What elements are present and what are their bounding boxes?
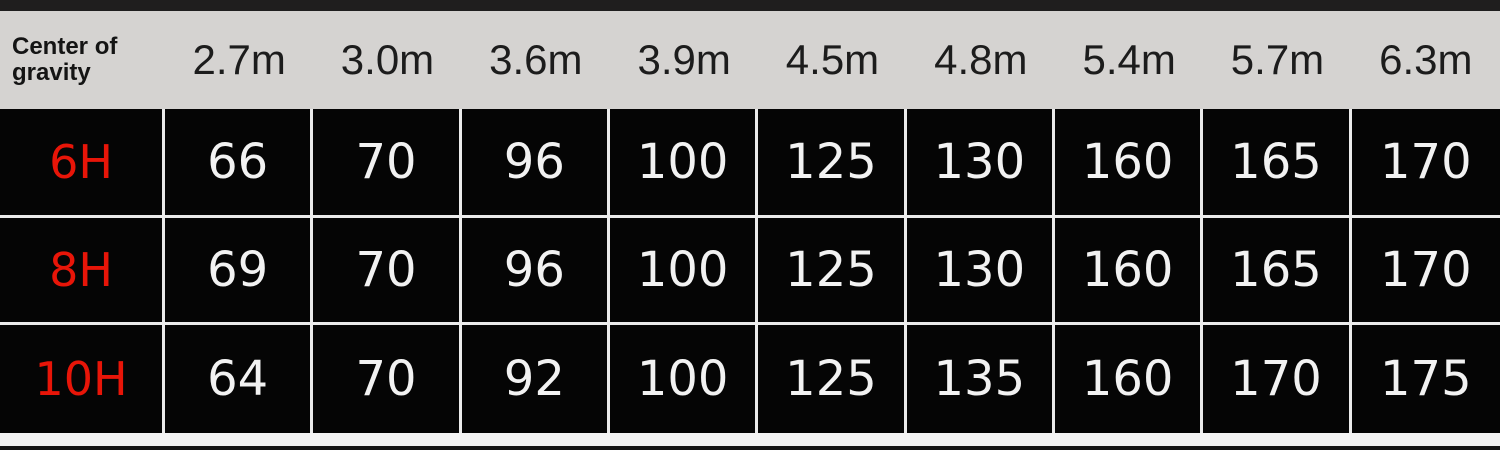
column-header: 3.9m (637, 36, 731, 83)
table-cell: 100 (610, 109, 759, 215)
row-label: 8H (0, 218, 165, 322)
table-cell: 130 (907, 109, 1055, 215)
table-row: 6H 66 70 96 100 125 130 160 165 170 (0, 109, 1500, 215)
table-cell: 66 (165, 109, 314, 215)
corner-label-line2: gravity (12, 59, 91, 86)
bottom-border-strip (0, 446, 1500, 450)
table-cell: 96 (462, 218, 610, 322)
table-cell: 125 (758, 218, 907, 322)
corner-label: Center of gravity (0, 32, 165, 87)
table-cell: 160 (1055, 109, 1204, 215)
table-cell: 170 (1380, 134, 1472, 190)
table-cell: 96 (462, 109, 610, 215)
table-cell: 125 (758, 325, 907, 433)
top-border-strip (0, 0, 1500, 11)
column-header: 5.4m (1082, 36, 1176, 83)
corner-label-line1: Center of (12, 32, 118, 60)
table-cell: 92 (462, 325, 610, 433)
column-header: 4.8m (934, 36, 1028, 83)
table-cell: 135 (907, 325, 1055, 433)
table-cell: 160 (1055, 218, 1204, 322)
table-cell: 70 (313, 109, 462, 215)
table-header-row: Center of gravity 2.7m 3.0m 3.6m 3.9m 4.… (0, 11, 1500, 109)
table-cell: 130 (907, 218, 1055, 322)
table-cell: 165 (1203, 109, 1352, 215)
column-header: 6.3m (1379, 36, 1473, 83)
table-cell: 69 (165, 218, 314, 322)
column-header: 2.7m (192, 36, 286, 83)
table-row: 10H 64 70 92 100 125 135 160 170 175 (0, 322, 1500, 433)
row-label: 10H (0, 325, 165, 433)
table-cell: 165 (1203, 218, 1352, 322)
table-cell: 175 (1380, 351, 1472, 407)
table-row: 8H 69 70 96 100 125 130 160 165 170 (0, 215, 1500, 322)
table-cell: 100 (610, 325, 759, 433)
column-header: 5.7m (1230, 36, 1325, 83)
table-cell: 170 (1203, 325, 1352, 433)
column-header: 4.5m (785, 36, 880, 83)
column-header: 3.0m (340, 36, 435, 83)
column-header: 3.6m (489, 36, 583, 83)
table-cell: 64 (165, 325, 314, 433)
table-cell: 170 (1380, 242, 1472, 298)
table-cell: 70 (313, 218, 462, 322)
table-cell: 125 (758, 109, 907, 215)
table-cell: 100 (610, 218, 759, 322)
table-cell: 160 (1055, 325, 1204, 433)
bottom-white-band (0, 433, 1500, 446)
table-cell: 70 (313, 325, 462, 433)
row-label: 6H (0, 109, 165, 215)
